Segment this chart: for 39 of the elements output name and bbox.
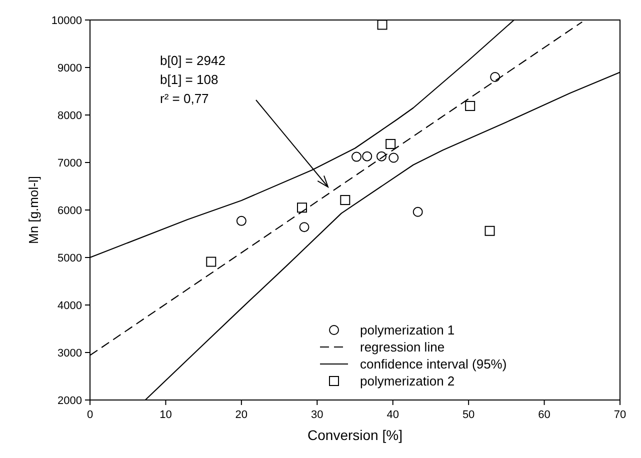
y-axis-title: Mn [g.mol-l] bbox=[26, 176, 41, 244]
y-tick-label: 2000 bbox=[58, 395, 82, 407]
legend-label: confidence interval (95%) bbox=[360, 356, 507, 372]
legend-label: polymerization 1 bbox=[360, 322, 455, 338]
y-tick-label: 4000 bbox=[58, 300, 82, 312]
x-tick-label: 60 bbox=[538, 409, 550, 421]
y-tick-label: 3000 bbox=[58, 348, 82, 360]
x-tick-label: 70 bbox=[614, 409, 626, 421]
point bbox=[386, 138, 396, 149]
point bbox=[340, 195, 350, 206]
point bbox=[362, 151, 372, 162]
point bbox=[352, 152, 362, 162]
x-tick-label: 50 bbox=[462, 409, 475, 421]
y-tick-label: 5000 bbox=[58, 252, 82, 264]
y-tick-label: 10000 bbox=[51, 15, 82, 27]
point bbox=[299, 222, 310, 232]
point bbox=[377, 20, 388, 30]
point bbox=[412, 206, 423, 217]
point bbox=[388, 152, 399, 163]
point bbox=[465, 100, 476, 111]
point bbox=[297, 202, 307, 213]
point bbox=[206, 256, 216, 267]
x-axis-title: Conversion [%] bbox=[308, 427, 402, 443]
legend-label: regression line bbox=[360, 340, 445, 354]
x-tick-label: 20 bbox=[235, 409, 248, 421]
y-tick-label: 6000 bbox=[58, 205, 82, 217]
y-tick-label: 8000 bbox=[58, 110, 82, 122]
point bbox=[376, 151, 386, 162]
annotation: b[0] = 2942 b[1] = 108 r² = 0,77 bbox=[160, 53, 226, 106]
point bbox=[236, 216, 246, 226]
point bbox=[490, 72, 500, 82]
legend-label: polymerization 2 bbox=[360, 374, 455, 388]
y-tick-label: 7000 bbox=[58, 158, 82, 170]
x-tick-label: 10 bbox=[160, 409, 172, 421]
y-tick-label: 9000 bbox=[58, 62, 82, 74]
x-tick-label: 30 bbox=[311, 409, 324, 421]
x-tick-label: 0 bbox=[86, 409, 94, 421]
point bbox=[484, 226, 495, 236]
x-tick-label: 40 bbox=[386, 409, 399, 421]
